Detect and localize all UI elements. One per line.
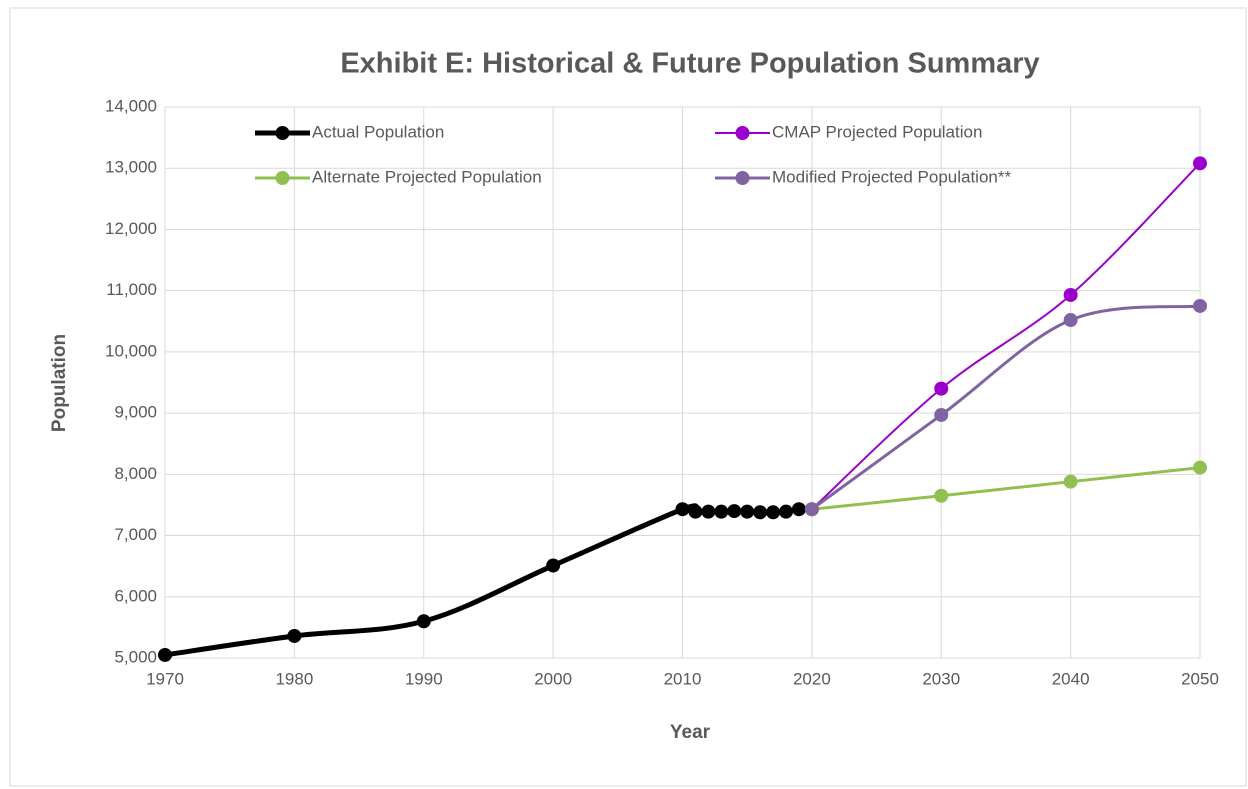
data-point (804, 502, 819, 517)
legend-marker (275, 171, 290, 185)
data-point (714, 504, 729, 519)
data-point (934, 381, 949, 396)
y-tick-label: 8,000 (114, 464, 157, 483)
series-line (164, 503, 800, 658)
chart-border (9, 7, 1247, 787)
y-tick-label: 9,000 (114, 403, 157, 422)
x-tick-label: 1980 (275, 669, 313, 688)
data-point (1193, 156, 1207, 171)
legend-label: Modified Projected Population** (772, 167, 1011, 186)
data-point (675, 502, 690, 517)
x-tick-label: 2030 (922, 669, 960, 688)
data-point (688, 504, 703, 519)
series-line (811, 466, 1201, 511)
series-line (811, 162, 1201, 510)
chart-title: Exhibit E: Historical & Future Populatio… (340, 48, 1039, 80)
legend-label: Alternate Projected Population (312, 167, 542, 186)
y-tick-label: 6,000 (114, 586, 157, 605)
data-point (791, 502, 806, 517)
y-tick-label: 13,000 (105, 158, 157, 177)
y-tick-label: 10,000 (105, 341, 157, 360)
x-tick-label: 2050 (1181, 669, 1219, 688)
y-tick-label: 12,000 (105, 219, 157, 238)
x-tick-label: 2000 (534, 669, 572, 688)
legend-marker (735, 126, 750, 140)
legend-label: Actual Population (312, 122, 444, 141)
data-point (753, 505, 768, 520)
data-point (1063, 474, 1078, 489)
data-point (158, 647, 172, 662)
y-tick-label: 11,000 (106, 280, 157, 299)
data-point (766, 505, 781, 520)
legend-marker (275, 126, 290, 140)
y-tick-label: 7,000 (114, 525, 157, 544)
data-point (416, 614, 431, 629)
x-tick-label: 1970 (146, 669, 184, 688)
data-point (934, 407, 949, 422)
legend-marker (735, 171, 750, 185)
x-tick-label: 2040 (1052, 669, 1090, 688)
y-tick-label: 5,000 (114, 647, 157, 666)
y-axis-label: Population (49, 334, 70, 432)
data-point (701, 504, 716, 519)
data-point (1063, 287, 1078, 302)
data-point (779, 504, 793, 519)
series-line (810, 304, 1201, 511)
data-point (727, 504, 742, 519)
x-tick-label: 2010 (664, 669, 702, 688)
data-point (1063, 313, 1078, 328)
x-axis-label: Year (670, 722, 711, 743)
x-tick-label: 2020 (793, 669, 831, 688)
data-point (740, 504, 755, 519)
y-tick-label: 14,000 (105, 96, 157, 115)
data-point (934, 488, 949, 503)
data-point (1193, 460, 1207, 475)
data-point (546, 558, 561, 573)
data-point (287, 628, 302, 643)
data-point (1193, 298, 1207, 313)
legend-label: CMAP Projected Population (772, 122, 982, 141)
x-tick-label: 1990 (405, 669, 443, 688)
